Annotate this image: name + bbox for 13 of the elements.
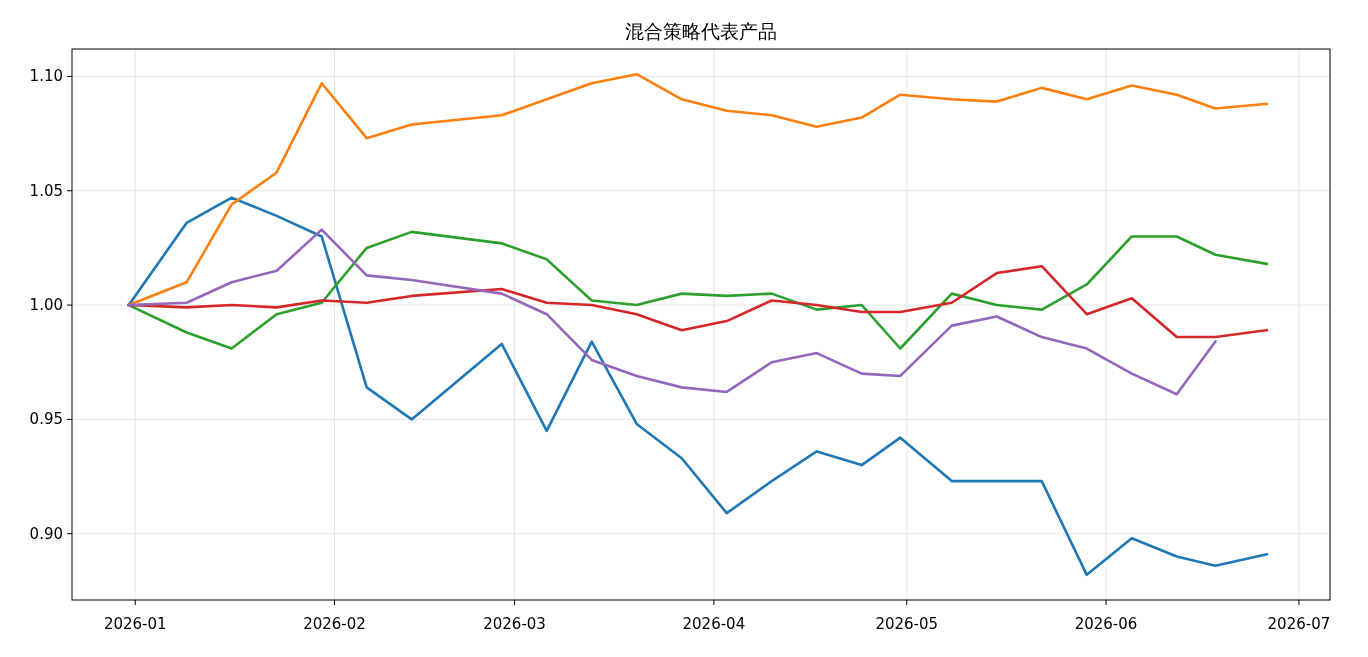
x-tick-label: 2026-07 (1267, 615, 1331, 633)
y-tick-label: 1.05 (29, 181, 63, 200)
y-tick-label: 1.10 (29, 67, 63, 86)
y-tick-label: 0.90 (29, 524, 63, 543)
x-tick-label: 2026-01 (103, 615, 167, 633)
x-tick-label: 2026-05 (875, 615, 939, 633)
x-tick-label: 2026-06 (1074, 615, 1138, 633)
x-tick-label: 2026-02 (303, 615, 366, 633)
x-tick-label: 2026-04 (682, 615, 746, 633)
y-tick-label: 0.95 (29, 410, 63, 429)
x-tick-label: 2026-03 (483, 615, 546, 633)
y-tick-label: 1.00 (29, 296, 63, 315)
chart-title: 混合策略代表产品 (625, 20, 777, 42)
